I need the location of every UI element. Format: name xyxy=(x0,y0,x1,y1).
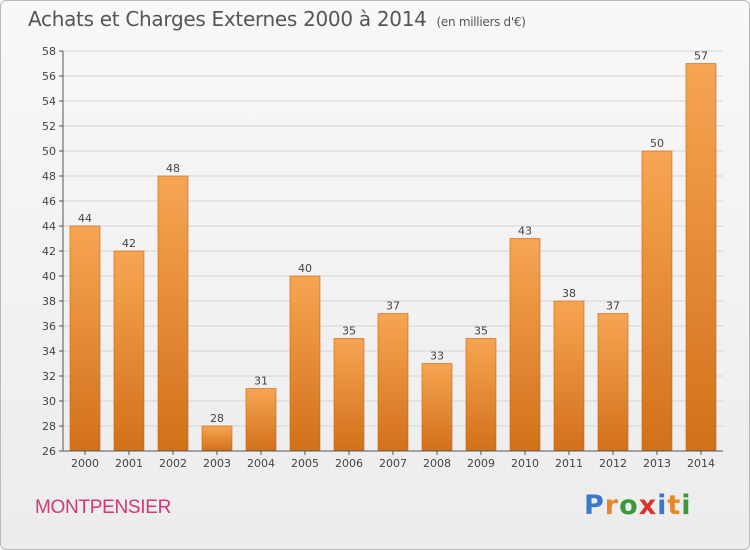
y-tick-label: 38 xyxy=(42,295,56,308)
y-tick-label: 28 xyxy=(42,420,56,433)
bar-value-label: 37 xyxy=(386,300,400,313)
logo-letter: i xyxy=(657,490,668,521)
y-tick-label: 42 xyxy=(42,245,56,258)
proxiti-logo[interactable]: Proxiti xyxy=(584,490,692,521)
logo-letter: x xyxy=(638,490,658,521)
bar-value-label: 31 xyxy=(254,375,268,388)
commune-name: MONTPENSIER xyxy=(35,497,172,518)
bar-value-label: 48 xyxy=(166,162,180,175)
y-tick-label: 40 xyxy=(42,270,56,283)
y-tick-label: 34 xyxy=(42,345,56,358)
bar-value-label: 42 xyxy=(122,237,136,250)
logo-letter: t xyxy=(667,490,682,521)
bar xyxy=(69,225,101,452)
bar-value-label: 50 xyxy=(650,137,664,150)
axes: 26 28 30 32 34 36 38 40 42 44 46 48 50 52 54 56 58 2000 20… xyxy=(42,45,723,470)
x-tick-label: 2003 xyxy=(203,457,231,470)
x-tick-label: 2002 xyxy=(159,457,187,470)
x-tick-label: 2001 xyxy=(115,457,143,470)
logo-letter: o xyxy=(619,490,639,521)
bar xyxy=(377,313,409,452)
y-tick-label: 46 xyxy=(42,195,56,208)
bar xyxy=(289,275,321,452)
bar xyxy=(509,238,541,452)
x-tick-label: 2006 xyxy=(335,457,363,470)
chart-subtitle: (en milliers d'€) xyxy=(436,15,526,29)
x-tick-label: 2013 xyxy=(643,457,671,470)
y-tick-label: 30 xyxy=(42,395,56,408)
x-tick-label: 2011 xyxy=(555,457,583,470)
bar xyxy=(113,250,145,452)
logo-letter: r xyxy=(604,490,620,521)
bar-value-label: 43 xyxy=(518,225,532,238)
logo-letter: i xyxy=(681,490,692,521)
x-tick-label: 2009 xyxy=(467,457,495,470)
bar xyxy=(157,175,189,452)
bar-value-label: 38 xyxy=(562,287,576,300)
chart-title: Achats et Charges Externes 2000 à 2014 (e… xyxy=(28,7,526,31)
y-tick-label: 48 xyxy=(42,170,56,183)
bar xyxy=(685,63,717,452)
bar-value-label: 35 xyxy=(474,325,488,338)
bar-value-label: 33 xyxy=(430,350,444,363)
logo-letter: P xyxy=(584,490,605,521)
bar-value-label: 37 xyxy=(606,300,620,313)
y-tick-label: 36 xyxy=(42,320,56,333)
y-tick-label: 56 xyxy=(42,70,56,83)
x-tick-label: 2010 xyxy=(511,457,539,470)
bar xyxy=(597,313,629,452)
bar xyxy=(421,363,453,452)
x-tick-label: 2008 xyxy=(423,457,451,470)
y-tick-label: 44 xyxy=(42,220,56,233)
bar xyxy=(201,425,233,452)
bar xyxy=(333,338,365,452)
bar xyxy=(641,150,673,452)
bar-value-label: 44 xyxy=(78,212,92,225)
y-tick-label: 52 xyxy=(42,120,56,133)
bar-value-label: 35 xyxy=(342,325,356,338)
x-tick-label: 2004 xyxy=(247,457,275,470)
bar-value-label: 57 xyxy=(694,50,708,63)
y-tick-label: 26 xyxy=(42,445,56,458)
y-tick-label: 50 xyxy=(42,145,56,158)
bars: 44 42 48 28 31 40 35 37 33 35 43 38 37 50 57 xyxy=(69,50,717,452)
chart-title-text: Achats et Charges Externes 2000 à 2014 xyxy=(28,7,427,31)
x-tick-label: 2014 xyxy=(687,457,715,470)
bar-value-label: 28 xyxy=(210,412,224,425)
bar xyxy=(465,338,497,452)
bar-value-label: 40 xyxy=(298,262,312,275)
x-tick-label: 2000 xyxy=(71,457,99,470)
x-tick-label: 2007 xyxy=(379,457,407,470)
y-tick-label: 58 xyxy=(42,45,56,58)
y-tick-label: 54 xyxy=(42,95,56,108)
y-tick-label: 32 xyxy=(42,370,56,383)
bar xyxy=(245,388,277,452)
bar xyxy=(553,300,585,452)
x-tick-label: 2005 xyxy=(291,457,319,470)
x-tick-label: 2012 xyxy=(599,457,627,470)
